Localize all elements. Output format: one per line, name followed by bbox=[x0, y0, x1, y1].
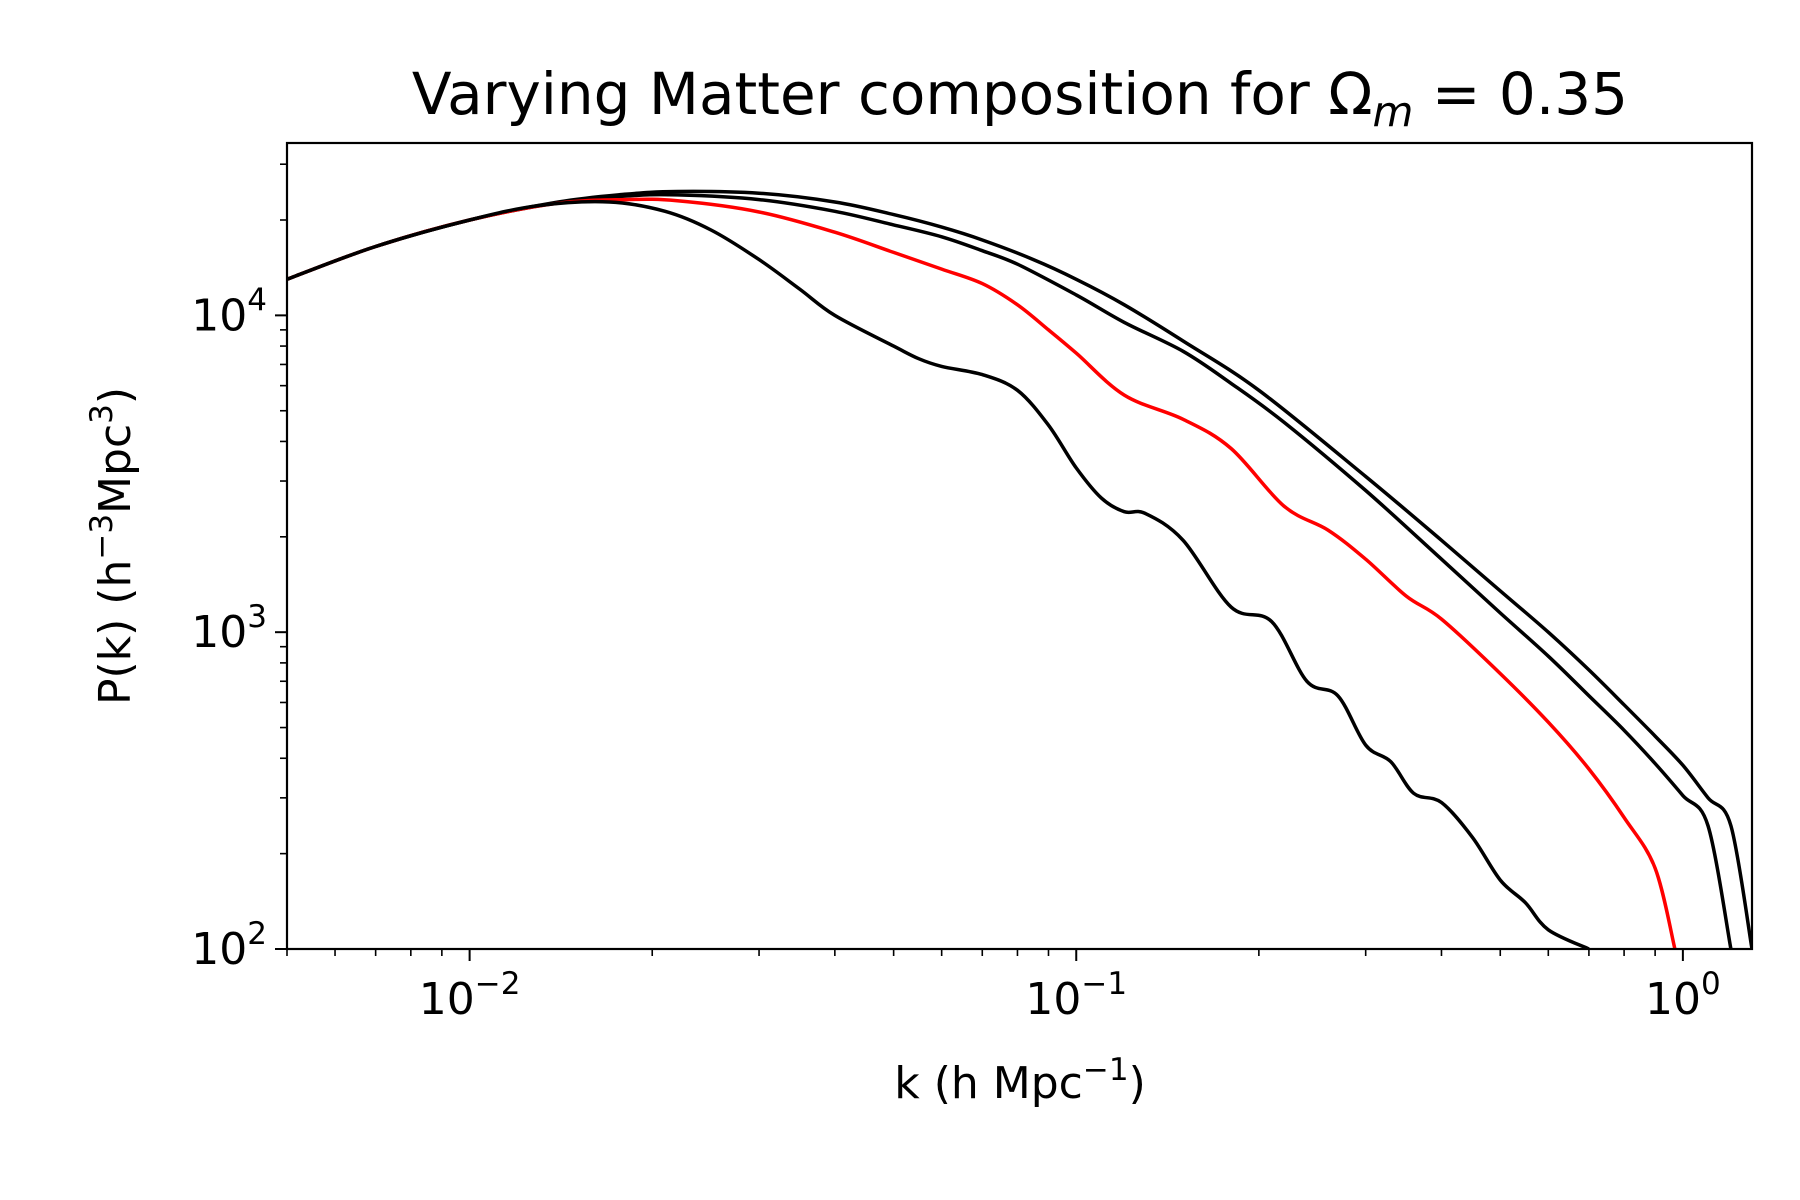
chart-title: Varying Matter composition for Ωm = 0.35 bbox=[412, 60, 1628, 136]
x-tick-label: 10−2 bbox=[419, 966, 521, 1025]
series-line-1 bbox=[287, 189, 1752, 949]
series-layer bbox=[287, 189, 1752, 949]
y-tick-label: 103 bbox=[191, 599, 267, 658]
y-tick-label: 102 bbox=[191, 916, 267, 975]
plot-frame bbox=[285, 141, 1754, 951]
x-tick-label: 10−1 bbox=[1025, 966, 1127, 1025]
x-tick-label: 100 bbox=[1645, 966, 1721, 1025]
tick-layer: 10−2 10−1 100 102 103 104 bbox=[191, 163, 1721, 1025]
y-tick-label: 104 bbox=[191, 282, 267, 341]
series-line-4 bbox=[287, 199, 1590, 949]
x-axis-label: k (h Mpc−1) bbox=[894, 1052, 1145, 1109]
series-line-2 bbox=[287, 192, 1733, 949]
series-line-3 bbox=[287, 197, 1677, 949]
y-axis-label: P(k) (h−3Mpc3) bbox=[84, 387, 141, 705]
